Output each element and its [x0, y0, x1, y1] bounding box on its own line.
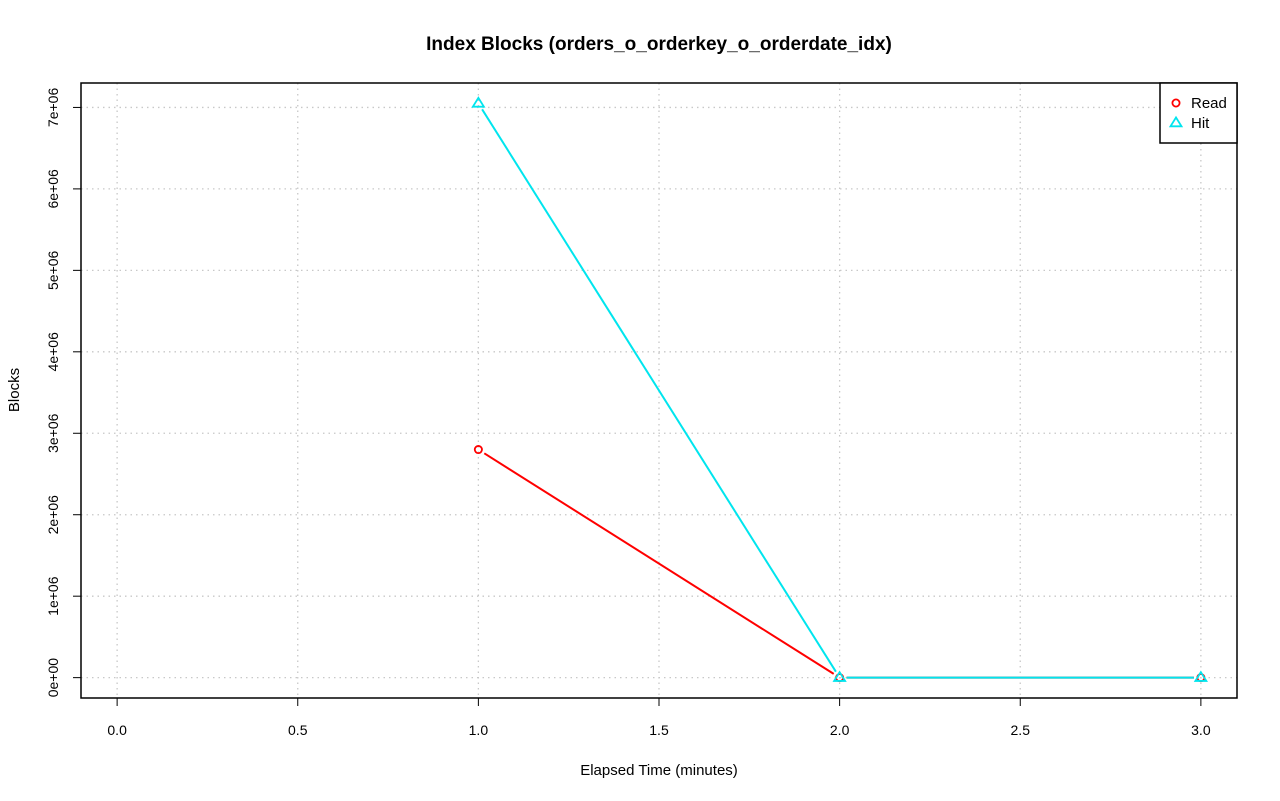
x-tick-label: 0.5 [288, 722, 308, 738]
series-line-segment [481, 108, 837, 673]
legend-label-hit: Hit [1191, 115, 1210, 132]
x-axis-label: Elapsed Time (minutes) [580, 762, 738, 779]
x-tick-label: 3.0 [1191, 722, 1211, 738]
grid [81, 83, 1237, 698]
x-tick-label: 2.0 [830, 722, 850, 738]
plot-frame [80, 82, 1238, 699]
x-tick-label: 1.5 [649, 722, 669, 738]
chart-title: Index Blocks (orders_o_orderkey_o_orderd… [426, 34, 892, 55]
legend-label-read: Read [1191, 95, 1227, 112]
plot-series [471, 96, 1208, 683]
y-axis-label: Blocks [6, 368, 23, 412]
y-tick-label: 2e+06 [45, 495, 61, 535]
legend-marker-read [1171, 98, 1181, 108]
series-read [473, 445, 1206, 683]
data-point-read [473, 445, 483, 455]
x-tick-label: 1.0 [469, 722, 489, 738]
legend-box [1159, 82, 1238, 144]
y-tick-label: 5e+06 [45, 250, 61, 290]
legend-marker-hit [1168, 115, 1184, 128]
y-tick-label: 1e+06 [45, 576, 61, 616]
y-tick-label: 4e+06 [45, 332, 61, 372]
y-tick-label: 3e+06 [45, 413, 61, 453]
y-tick-label: 6e+06 [45, 169, 61, 209]
x-tick-label: 2.5 [1011, 722, 1031, 738]
y-tick-label: 0e+00 [45, 658, 61, 698]
data-point-hit [832, 670, 847, 682]
y-tick-label: 7e+06 [45, 88, 61, 128]
data-point-hit [1193, 670, 1208, 682]
legend: Read Hit [1159, 82, 1238, 144]
series-hit [471, 96, 1208, 682]
data-point-hit [471, 96, 486, 108]
axes: 0.0 0.5 1.0 1.5 2.0 2.5 3.0 0e+00 1e+06 2e+06 3e+0… [45, 88, 1211, 738]
x-tick-label: 0.0 [107, 722, 127, 738]
series-line-segment [483, 452, 835, 675]
